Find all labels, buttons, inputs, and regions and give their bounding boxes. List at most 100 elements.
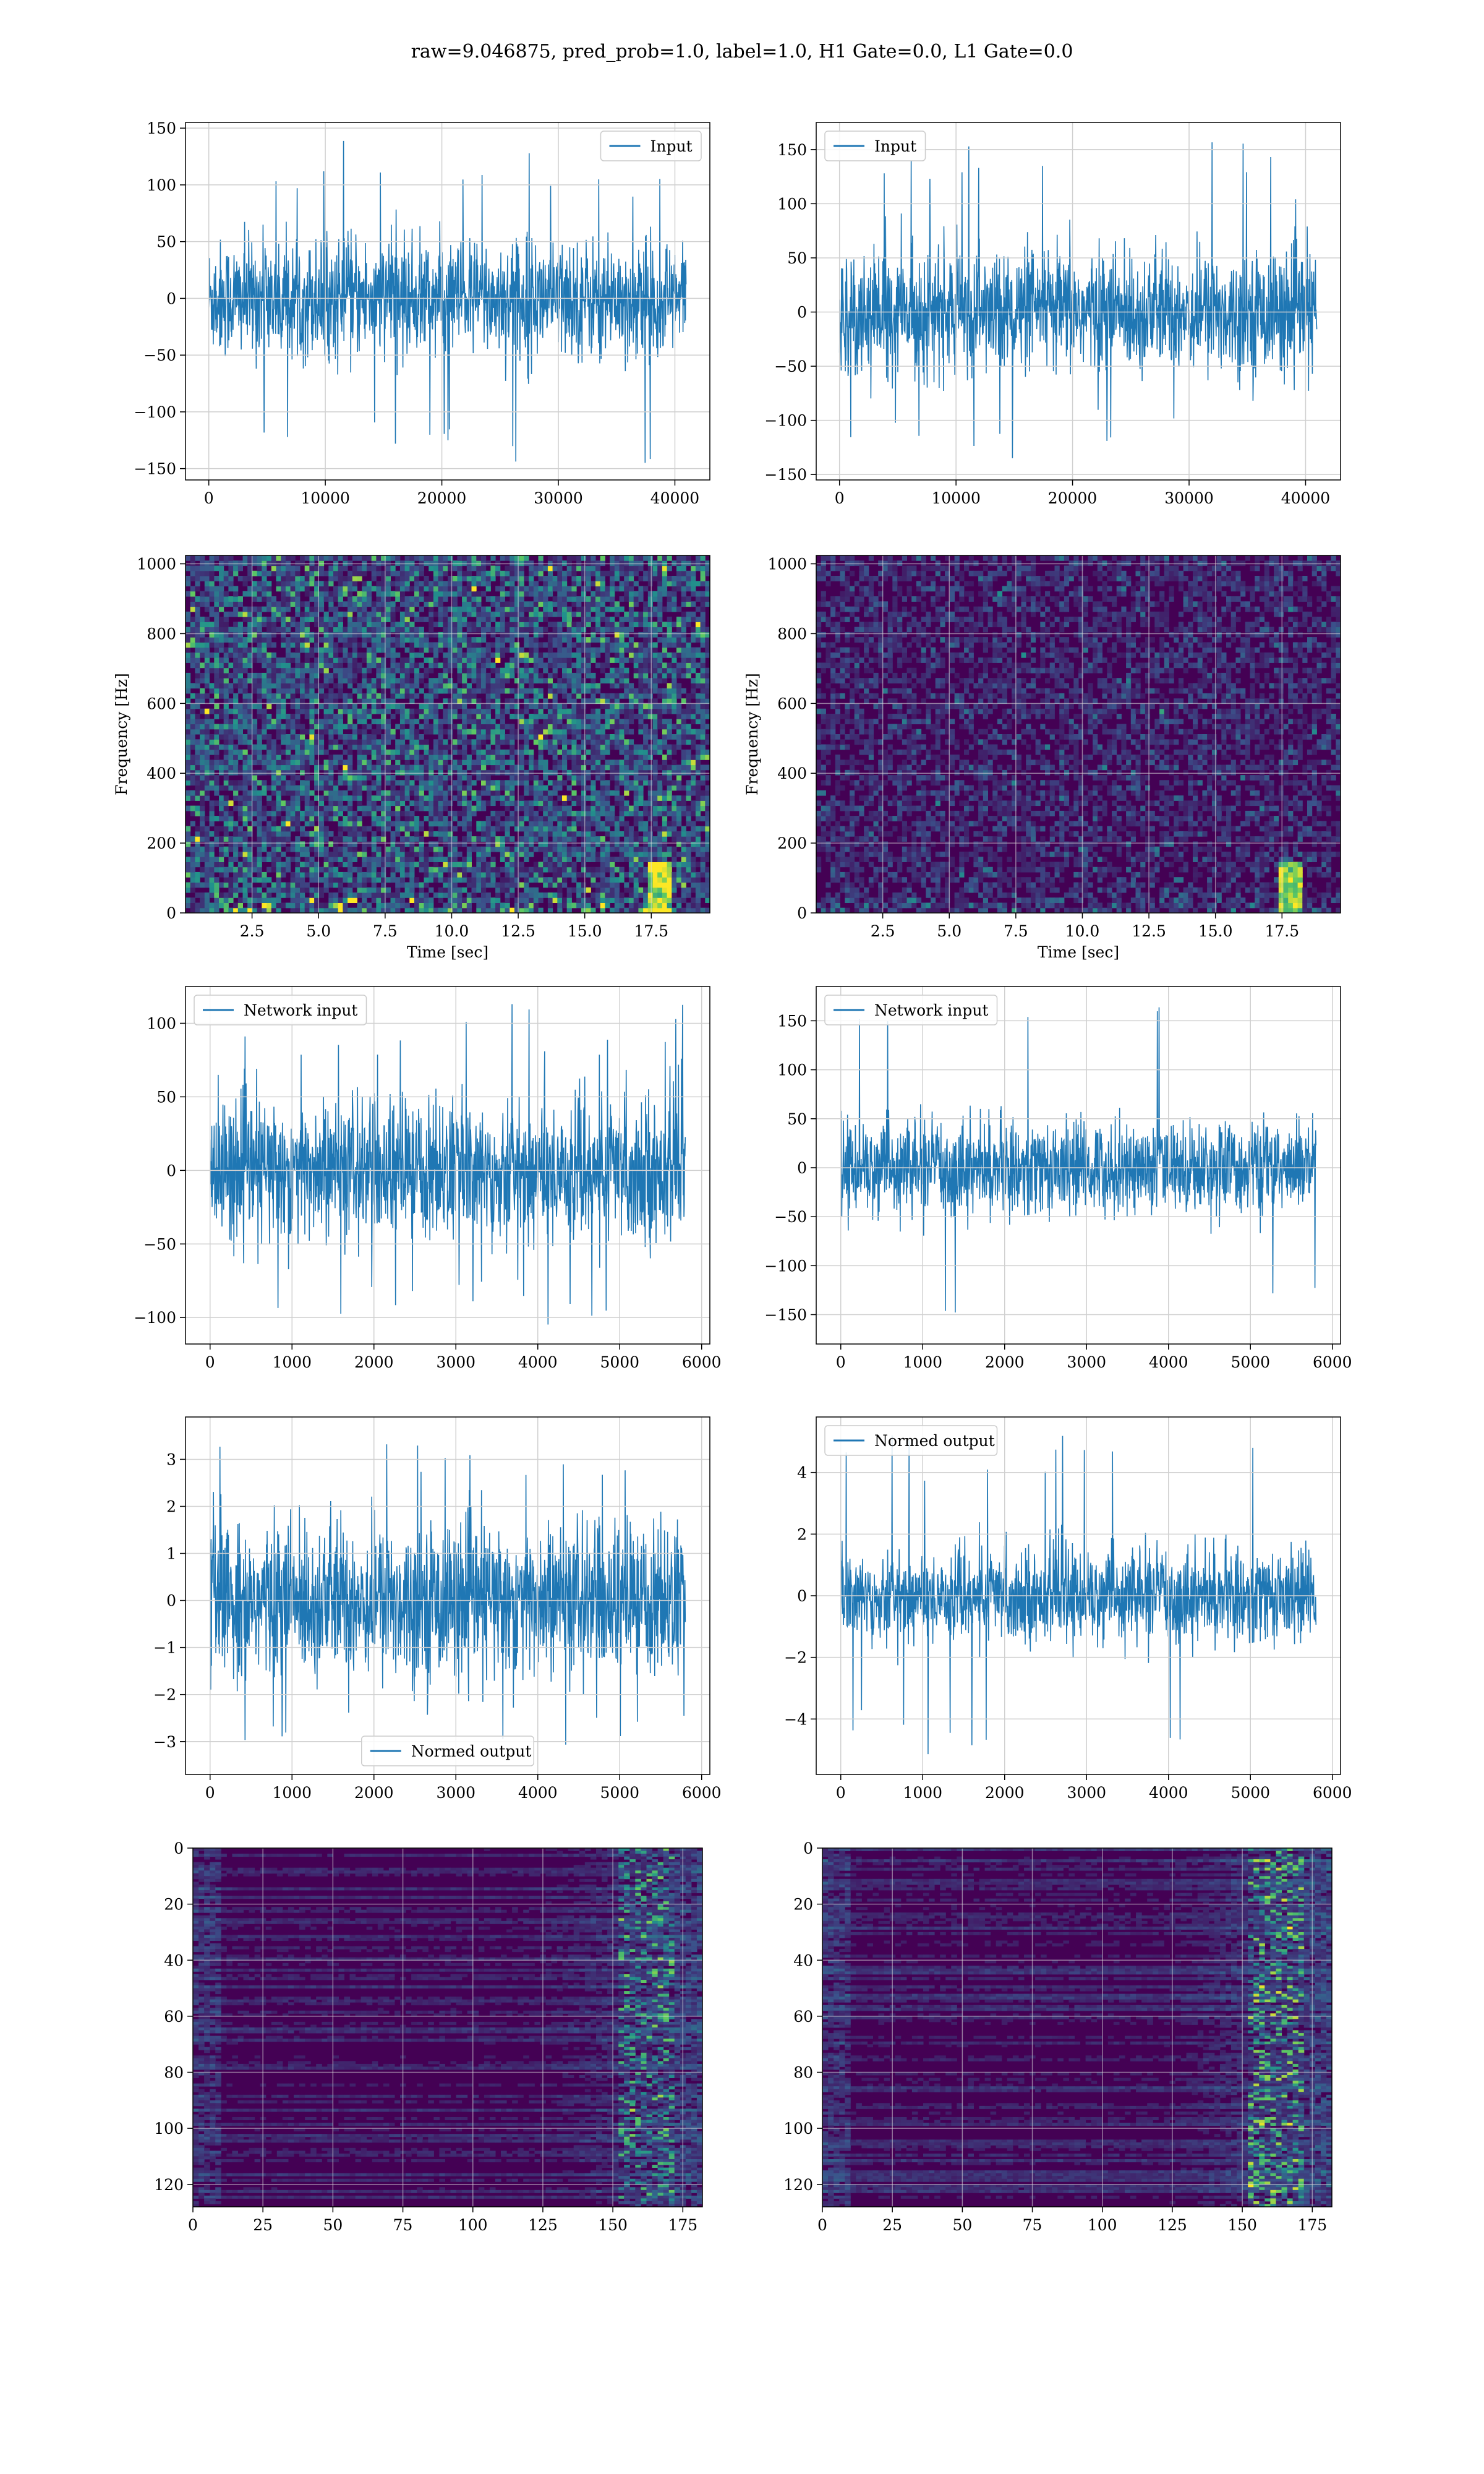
heatmap-cell [262, 617, 267, 622]
heatmap-cell [295, 591, 301, 597]
heatmap-cell [267, 560, 272, 567]
heatmap-cell [571, 719, 577, 724]
y-tick-label: −100 [764, 412, 807, 430]
heatmap-cell [543, 760, 548, 766]
heatmap-cell [424, 769, 429, 776]
heatmap-cell [242, 749, 248, 755]
heatmap-cell [581, 785, 587, 791]
heatmap-cell [242, 892, 248, 898]
heatmap-cell [385, 601, 391, 607]
heatmap-cell [385, 780, 391, 786]
heatmap-cell [595, 769, 601, 776]
heatmap-cell [381, 647, 386, 653]
heatmap-cell [257, 611, 262, 617]
heatmap-cell [328, 555, 334, 561]
heatmap-cell [438, 581, 443, 587]
heatmap-cell [190, 795, 195, 801]
heatmap-cell [323, 617, 329, 622]
heatmap-cell [371, 631, 377, 638]
heatmap-cell [328, 892, 334, 898]
heatmap-cell [600, 703, 605, 709]
heatmap-cell [448, 836, 453, 842]
heatmap-cell [381, 755, 386, 760]
heatmap-cell [505, 749, 510, 755]
heatmap-cell [547, 846, 553, 852]
heatmap-cell [547, 810, 553, 816]
heatmap-cell [399, 871, 406, 878]
heatmap-cell [576, 631, 582, 638]
heatmap-cell [514, 703, 520, 709]
heatmap-cell [362, 683, 367, 689]
heatmap-cell [424, 816, 429, 821]
heatmap-cell [200, 785, 205, 791]
heatmap-cell [214, 857, 220, 862]
heatmap-cell [495, 714, 501, 719]
heatmap-cell [505, 662, 510, 669]
heatmap-cell [219, 555, 224, 561]
heatmap-cell [490, 907, 496, 913]
heatmap-cell [571, 749, 577, 755]
heatmap-cell [600, 698, 605, 704]
heatmap-cell [186, 780, 191, 786]
heatmap-cell [481, 719, 487, 724]
heatmap-cell [247, 724, 253, 730]
heatmap-cell [228, 683, 234, 689]
heatmap-cell [295, 657, 301, 663]
heatmap-cell [186, 555, 191, 561]
heatmap-cell [219, 851, 224, 857]
heatmap-cell [500, 769, 505, 776]
heatmap-cell [452, 647, 458, 653]
heatmap-cell [395, 678, 401, 683]
heatmap-cell [200, 892, 205, 898]
heatmap-cell [395, 810, 401, 816]
heatmap-cell [262, 857, 267, 862]
heatmap-cell [223, 775, 229, 781]
heatmap-cell [566, 693, 572, 699]
heatmap-cell [195, 631, 200, 638]
heatmap-cell [543, 698, 548, 704]
heatmap-cell [233, 846, 239, 852]
heatmap-cell [538, 560, 544, 567]
heatmap-cell [195, 667, 200, 674]
heatmap-cell [385, 760, 391, 766]
heatmap-cell [505, 606, 510, 612]
heatmap-cell [352, 565, 357, 571]
heatmap-cell [276, 688, 281, 694]
heatmap-cell [385, 902, 391, 909]
heatmap-cell [524, 601, 529, 607]
heatmap-cell [295, 652, 301, 658]
heatmap-cell [414, 892, 420, 898]
heatmap-cell [300, 871, 305, 878]
heatmap-cell [547, 739, 553, 745]
heatmap-cell [357, 780, 362, 786]
heatmap-cell [323, 871, 329, 878]
heatmap-cell [290, 785, 296, 791]
heatmap-cell [314, 734, 320, 740]
heatmap-cell [529, 657, 534, 663]
heatmap-cell [209, 570, 215, 576]
heatmap-cell [295, 714, 301, 719]
heatmap-cell [295, 800, 301, 807]
heatmap-cell [381, 769, 386, 776]
heatmap-cell [281, 627, 286, 633]
heatmap-cell [348, 734, 353, 740]
heatmap-cell [552, 642, 558, 648]
heatmap-cell [190, 622, 195, 628]
heatmap-cell [414, 826, 420, 832]
heatmap-cell [237, 729, 243, 735]
heatmap-cell [328, 678, 334, 683]
heatmap-cell [281, 841, 286, 847]
heatmap-cell [281, 739, 286, 745]
heatmap-cell [200, 678, 205, 683]
heatmap-cell [267, 688, 272, 694]
heatmap-cell [381, 601, 386, 607]
heatmap-cell [510, 667, 515, 674]
heatmap-cell [309, 775, 315, 781]
heatmap-cell [595, 560, 601, 567]
heatmap-cell [233, 601, 239, 607]
heatmap-cell [338, 769, 343, 776]
heatmap-cell [338, 836, 343, 842]
heatmap-cell [281, 862, 286, 868]
heatmap-cell [290, 800, 296, 807]
heatmap-cell [242, 667, 248, 674]
